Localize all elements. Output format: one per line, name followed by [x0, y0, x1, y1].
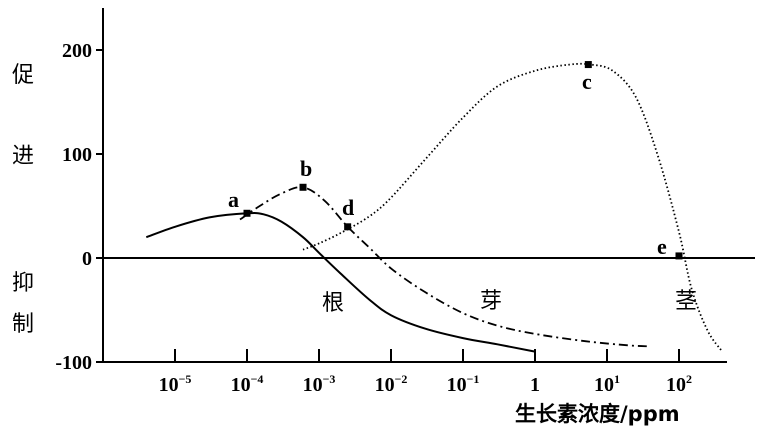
point-marker-d: [344, 223, 352, 231]
point-marker-c: [584, 61, 592, 69]
y-tick-label: 0: [82, 248, 92, 270]
ylabel-char-4: 制: [12, 312, 34, 337]
ylabel-char-1: 促: [12, 63, 34, 88]
x-tick-label: 101: [594, 372, 620, 396]
ticks: 200 100 0 -100 10−5 10−4 10−3 10−2 10−1 1 101 102: [55, 40, 692, 396]
x-tick-label: 10−3: [303, 372, 336, 396]
ylabel-char-3: 抑: [12, 271, 34, 296]
x-tick-label: 10−2: [375, 372, 408, 396]
point-label-d: d: [342, 195, 354, 220]
point-label-b: b: [300, 156, 312, 181]
x-tick-label: 10−5: [159, 372, 192, 396]
curve-root: [145, 212, 536, 353]
point-markers: [243, 61, 683, 260]
curves: [145, 62, 724, 353]
y-tick-label: 200: [62, 40, 92, 62]
axes: [102, 8, 755, 363]
ylabel-char-2: 进: [12, 144, 34, 169]
point-label-c: c: [582, 69, 592, 94]
point-marker-b: [299, 183, 307, 191]
curve-bud: [239, 186, 651, 348]
series-label-stem: 茎: [675, 289, 697, 314]
curve-stem: [302, 62, 724, 353]
y-tick-label: -100: [55, 352, 92, 374]
x-tick-label: 102: [666, 372, 692, 396]
x-axis-title: 生长素浓度/ppm: [515, 402, 680, 426]
point-label-a: a: [228, 187, 239, 212]
point-marker-a: [243, 209, 251, 217]
series-label-bud: 芽: [480, 289, 502, 314]
x-tick-label: 10−1: [447, 372, 480, 396]
point-marker-e: [675, 252, 683, 260]
y-tick-label: 100: [62, 144, 92, 166]
series-label-root: 根: [322, 291, 344, 316]
x-tick-label: 1: [530, 374, 540, 396]
x-tick-label: 10−4: [231, 372, 264, 396]
point-label-e: e: [657, 234, 667, 259]
